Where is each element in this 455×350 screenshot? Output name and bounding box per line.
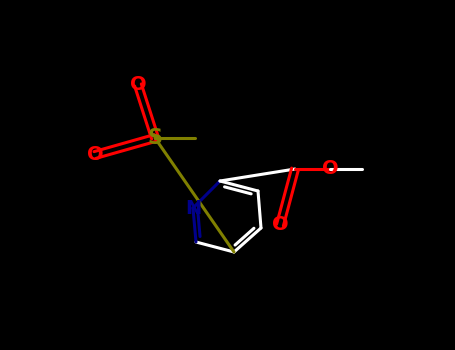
Text: O: O bbox=[130, 76, 147, 94]
Text: O: O bbox=[322, 160, 339, 178]
Text: O: O bbox=[87, 146, 103, 164]
Text: S: S bbox=[147, 128, 162, 148]
Text: O: O bbox=[272, 216, 288, 234]
Text: N: N bbox=[185, 198, 201, 217]
